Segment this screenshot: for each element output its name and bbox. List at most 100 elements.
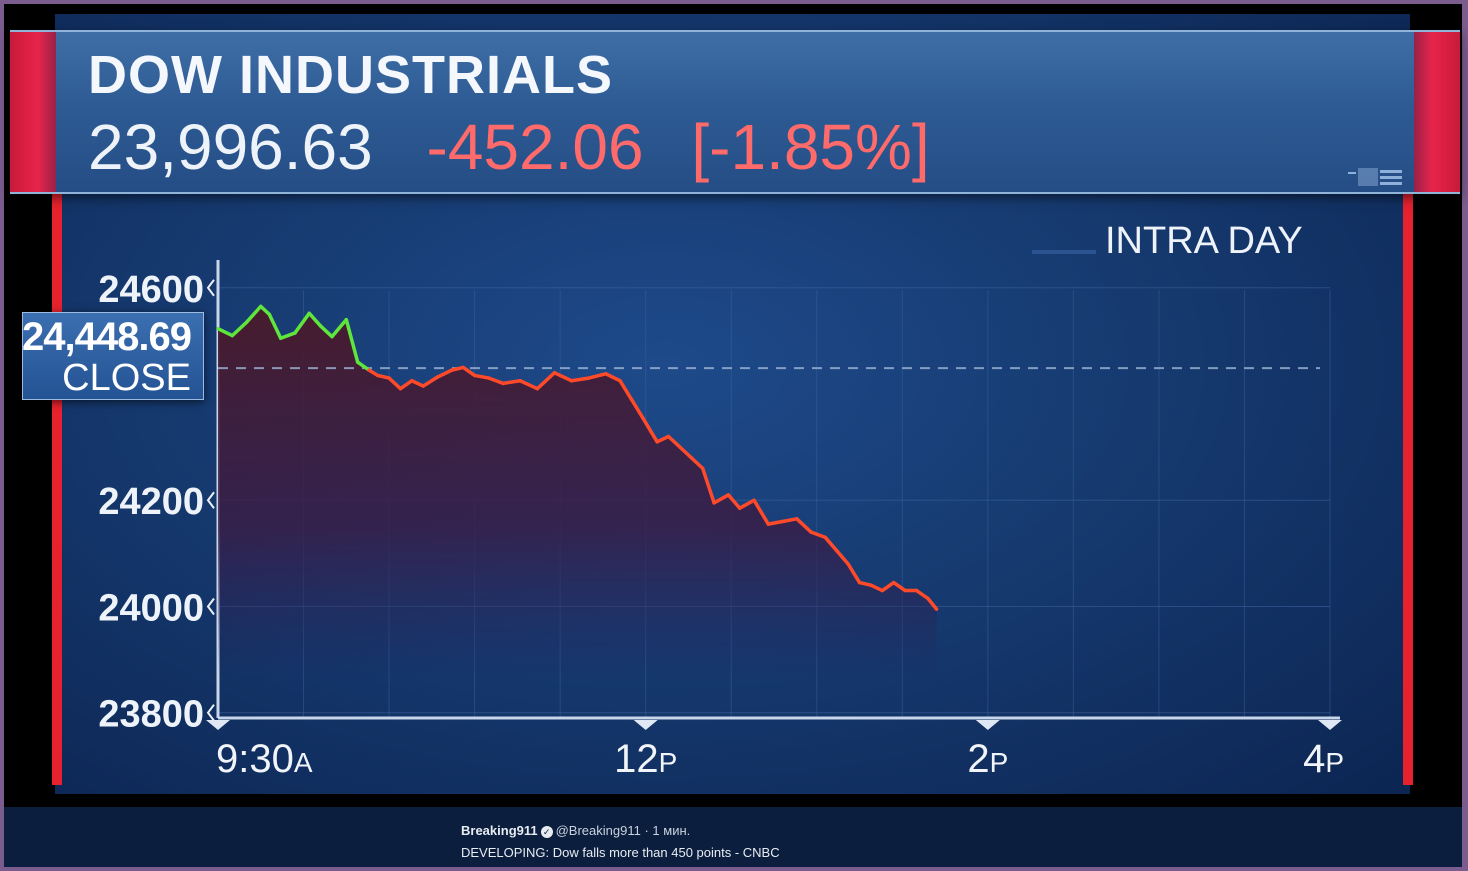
- previous-close-label: CLOSE: [62, 357, 191, 399]
- price-line-segment: [450, 365, 465, 372]
- previous-close-marker: 24,448.69 CLOSE: [22, 312, 204, 400]
- tweet-author-name[interactable]: Breaking911: [461, 823, 538, 838]
- ticker-header: DOW INDUSTRIALS 23,996.63 -452.06 [-1.85…: [10, 30, 1460, 194]
- tweet-meta: Breaking911 ✓ @Breaking911 · 1 мин.: [461, 823, 690, 838]
- price-line-segment: [472, 373, 491, 380]
- price-line-segment: [823, 535, 839, 553]
- price-line-segment: [869, 583, 885, 593]
- previous-close-value: 24,448.69: [22, 315, 192, 359]
- y-tick-label: 24000: [98, 587, 204, 629]
- price-line-segment: [666, 434, 682, 449]
- price-line-segment: [629, 397, 645, 420]
- price-area-fill: [218, 306, 937, 678]
- intraday-label: INTRA DAY: [1105, 220, 1303, 262]
- price-line-segment: [267, 312, 283, 341]
- index-price: 23,996.63: [88, 111, 373, 183]
- price-line-segment: [435, 368, 454, 379]
- price-line-segment: [678, 445, 694, 460]
- price-line-segment: [809, 530, 828, 540]
- price-line-segment: [278, 331, 297, 341]
- price-line-segment: [766, 519, 785, 526]
- price-line-segment: [892, 580, 907, 593]
- index-change: -452.06: [426, 111, 644, 183]
- price-line-segment: [655, 434, 671, 444]
- x-tick-ampm: A: [294, 747, 313, 778]
- price-line-segment: [355, 360, 371, 372]
- price-line-segment: [535, 371, 557, 391]
- price-line-segment: [307, 311, 323, 328]
- intraday-legend-swatch: [1032, 250, 1096, 254]
- quote-row: 23,996.63 -452.06 [-1.85%]: [88, 110, 930, 184]
- price-line: [216, 304, 939, 611]
- y-tick-chevron-icon: [206, 279, 215, 297]
- tweet-timestamp[interactable]: · 1 мин.: [644, 823, 691, 838]
- price-line-segment: [518, 378, 540, 391]
- x-tick-marker-icon: [633, 720, 658, 730]
- index-change-percent: [-1.85%]: [691, 111, 930, 183]
- price-line-segment: [780, 517, 799, 524]
- price-line-segment: [216, 326, 235, 338]
- x-tick-marker-icon: [1318, 720, 1342, 730]
- x-tick-ampm: P: [1325, 747, 1344, 778]
- price-line-segment: [752, 498, 771, 526]
- verified-badge-icon: ✓: [540, 825, 553, 838]
- price-line-segment: [689, 456, 705, 471]
- price-line-segment: [604, 372, 622, 383]
- y-tick-label: 24200: [98, 481, 204, 523]
- price-line-segment: [914, 588, 930, 601]
- tweet-author-handle[interactable]: @Breaking911: [555, 823, 641, 838]
- x-tick-time: 9:30: [216, 737, 294, 781]
- y-tick-chevron-icon: [206, 491, 215, 509]
- price-line-segment: [857, 580, 873, 587]
- price-line-segment: [330, 317, 349, 339]
- x-tick-ampm: P: [659, 747, 678, 778]
- header-right-cap: [1414, 32, 1460, 192]
- price-line-segment: [461, 365, 477, 378]
- price-line-segment: [259, 304, 272, 317]
- x-tick-time: 12: [614, 737, 659, 781]
- x-tick-time: 2: [967, 737, 989, 781]
- x-tick-label: 9:30A: [216, 737, 313, 781]
- price-line-segment: [230, 320, 249, 338]
- price-line-segment: [726, 493, 742, 510]
- price-line-segment: [926, 596, 939, 611]
- x-tick-time: 4: [1303, 737, 1325, 781]
- price-line-segment: [834, 548, 850, 566]
- y-tick-label: 24600: [98, 269, 204, 311]
- price-line-segment: [344, 317, 360, 364]
- x-tick-marker-icon: [206, 720, 230, 730]
- price-line-segment: [375, 373, 391, 380]
- right-accent-bar: [1403, 30, 1413, 785]
- price-line-segment: [738, 498, 756, 510]
- x-tick-label: 12P: [614, 737, 677, 781]
- price-line-segment: [244, 304, 263, 325]
- y-tick-chevron-icon: [206, 597, 215, 616]
- x-tick-marker-icon: [975, 720, 1000, 730]
- y-axis-ticks: 24600 24200 24000 23800: [98, 269, 215, 736]
- y-tick-chevron-icon: [206, 704, 215, 722]
- price-line-segment: [712, 493, 731, 505]
- data-grid-icon: [1348, 168, 1402, 186]
- tweet-caption-bar: Breaking911 ✓ @Breaking911 · 1 мин. DEVELO…: [4, 807, 1462, 867]
- x-axis-ticks: 9:30A 12P 2P 4P: [206, 720, 1344, 781]
- price-line-segment: [569, 376, 591, 383]
- price-line-segment: [586, 372, 608, 380]
- price-line-segment: [398, 378, 414, 391]
- y-tick-label: 23800: [98, 694, 204, 736]
- tweet-text: DEVELOPING: Dow falls more than 450 poin…: [461, 845, 780, 860]
- price-line-segment: [318, 324, 334, 339]
- price-line-segment: [880, 580, 896, 593]
- x-tick-label: 4P: [1303, 737, 1344, 781]
- price-line-segment: [501, 378, 522, 386]
- price-line-segment: [487, 376, 505, 386]
- x-tick-ampm: P: [990, 747, 1009, 778]
- x-tick-label: 2P: [967, 737, 1008, 781]
- price-line-segment: [700, 466, 716, 505]
- price-line-segment: [641, 416, 659, 444]
- price-line-segment: [387, 376, 403, 391]
- index-title: DOW INDUSTRIALS: [88, 45, 613, 105]
- price-line-segment: [421, 375, 440, 388]
- price-line-segment: [846, 562, 862, 585]
- price-line-segment: [795, 517, 813, 534]
